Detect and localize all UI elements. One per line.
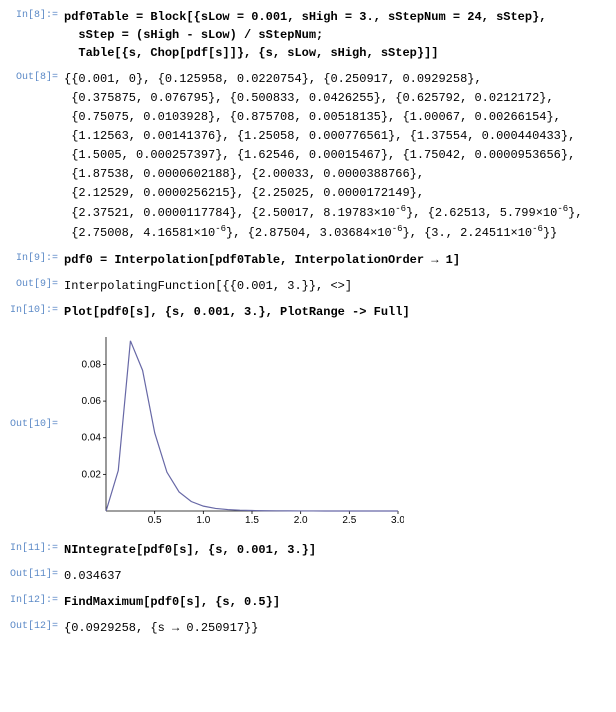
output-9: InterpolatingFunction[{{0.001, 3.}}, <>]: [64, 277, 612, 295]
label-out10: Out[10]=: [4, 329, 64, 430]
out8-sci-a: {2.37521, 0.0000117784}, {2.50017, 8.197…: [64, 206, 374, 220]
svg-text:0.02: 0.02: [82, 469, 102, 480]
in8-line3: Table[{s, Chop[pdf[s]]}, {s, sLow, sHigh…: [64, 44, 612, 62]
svg-text:2.5: 2.5: [342, 515, 356, 526]
cell-out12: Out[12]= {0.0929258, {s → 0.250917}}: [4, 619, 612, 637]
label-in11: In[11]:=: [4, 541, 64, 554]
out8-sci2-d: }}: [543, 226, 557, 240]
cell-in9: In[9]:= pdf0 = Interpolation[pdf0Table, …: [4, 251, 612, 269]
out8-row: {1.87538, 0.0000602188}, {2.00033, 0.000…: [64, 165, 612, 183]
label-in12: In[12]:=: [4, 593, 64, 606]
out8-row: {1.5005, 0.000257397}, {1.62546, 0.00015…: [64, 146, 612, 164]
svg-text:0.08: 0.08: [82, 359, 102, 370]
cell-in12: In[12]:= FindMaximum[pdf0[s], {s, 0.5}]: [4, 593, 612, 611]
input-12: FindMaximum[pdf0[s], {s, 0.5}]: [64, 593, 612, 611]
svg-text:0.04: 0.04: [82, 433, 102, 444]
out8-row: {{0.001, 0}, {0.125958, 0.0220754}, {0.2…: [64, 70, 612, 88]
label-out12: Out[12]=: [4, 619, 64, 632]
label-out9: Out[9]=: [4, 277, 64, 290]
label-out8: Out[8]=: [4, 70, 64, 83]
out8-sci2-c: }, {3., 2.24511: [403, 226, 511, 240]
in8-line1: pdf0Table = Block[{sLow = 0.001, sHigh =…: [64, 8, 612, 26]
output-12: {0.0929258, {s → 0.250917}}: [64, 619, 612, 637]
output-8: {{0.001, 0}, {0.125958, 0.0220754}, {0.2…: [64, 70, 612, 243]
svg-text:1.0: 1.0: [196, 515, 210, 526]
cell-in8: In[8]:= pdf0Table = Block[{sLow = 0.001,…: [4, 8, 612, 62]
exp-m6: ×10-6: [374, 206, 406, 220]
out8-row: {2.12529, 0.0000256215}, {2.25025, 0.000…: [64, 184, 612, 202]
exp-m6: ×10-6: [511, 226, 543, 240]
cell-in11: In[11]:= NIntegrate[pdf0[s], {s, 0.001, …: [4, 541, 612, 559]
line-plot: 0.5 1.0 1.5 2.0 2.5 3.0 0.02 0.04 0.06 0.08: [64, 329, 404, 529]
label-in8: In[8]:=: [4, 8, 64, 21]
input-9: pdf0 = Interpolation[pdf0Table, Interpol…: [64, 251, 612, 269]
in8-line2: sStep = (sHigh - sLow) / sStepNum;: [64, 26, 612, 44]
output-10-plot: 0.5 1.0 1.5 2.0 2.5 3.0 0.02 0.04 0.06 0.08: [64, 329, 612, 533]
output-11: 0.034637: [64, 567, 612, 585]
exp-m6: ×10-6: [536, 206, 568, 220]
svg-text:0.06: 0.06: [82, 396, 102, 407]
svg-text:0.5: 0.5: [148, 515, 162, 526]
out8-sci-b: }, {2.62513, 5.799: [406, 206, 536, 220]
label-in10: In[10]:=: [4, 303, 64, 316]
cell-in10: In[10]:= Plot[pdf0[s], {s, 0.001, 3.}, P…: [4, 303, 612, 321]
out8-row: {0.75075, 0.0103928}, {0.875708, 0.00518…: [64, 108, 612, 126]
svg-text:3.0: 3.0: [391, 515, 404, 526]
svg-text:1.5: 1.5: [245, 515, 259, 526]
out8-sci2-b: }, {2.87504, 3.03684: [226, 226, 370, 240]
input-10: Plot[pdf0[s], {s, 0.001, 3.}, PlotRange …: [64, 303, 612, 321]
cell-out9: Out[9]= InterpolatingFunction[{{0.001, 3…: [4, 277, 612, 295]
label-out11: Out[11]=: [4, 567, 64, 580]
out8-row: {1.12563, 0.00141376}, {1.25058, 0.00077…: [64, 127, 612, 145]
svg-text:2.0: 2.0: [294, 515, 308, 526]
out8-sci2-a: {2.75008, 4.16581: [64, 226, 194, 240]
out8-row: {0.375875, 0.076795}, {0.500833, 0.04262…: [64, 89, 612, 107]
label-in9: In[9]:=: [4, 251, 64, 264]
exp-m6: ×10-6: [194, 226, 226, 240]
cell-out10: Out[10]= 0.51.01.52.02.53.00.020.040.060…: [4, 329, 612, 533]
input-8: pdf0Table = Block[{sLow = 0.001, sHigh =…: [64, 8, 612, 62]
cell-out11: Out[11]= 0.034637: [4, 567, 612, 585]
out8-sci-c: },: [568, 206, 582, 220]
out8-row: {2.75008, 4.16581×10-6}, {2.87504, 3.036…: [64, 223, 612, 242]
exp-m6: ×10-6: [370, 226, 402, 240]
input-11: NIntegrate[pdf0[s], {s, 0.001, 3.}]: [64, 541, 612, 559]
out8-row: {2.37521, 0.0000117784}, {2.50017, 8.197…: [64, 203, 612, 222]
cell-out8: Out[8]= {{0.001, 0}, {0.125958, 0.022075…: [4, 70, 612, 243]
